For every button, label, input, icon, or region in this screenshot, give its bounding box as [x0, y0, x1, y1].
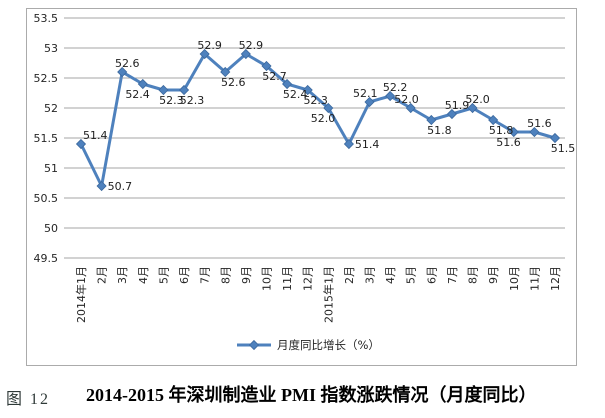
x-tick-label: 10月	[508, 266, 521, 291]
data-point-marker	[282, 78, 293, 90]
y-tick-label: 50	[44, 222, 58, 235]
data-point-marker	[240, 48, 251, 60]
x-tick-label: 5月	[157, 266, 170, 284]
x-tick-label: 11月	[281, 266, 294, 291]
data-point-marker	[137, 78, 148, 90]
data-point-label: 51.8	[489, 124, 514, 137]
y-tick-label: 52.5	[34, 72, 59, 85]
data-point-label: 52.9	[239, 39, 264, 52]
data-point-label: 51.8	[427, 124, 452, 137]
y-axis-labels: 53.5 53 52.5 52 51.5 51 50.5 50 49.5	[34, 12, 59, 265]
data-point-marker	[323, 102, 334, 114]
figure-caption: 图 12 2014-2015 年深圳制造业 PMI 指数涨跌情况（月度同比）	[0, 379, 605, 413]
data-point-marker	[96, 180, 107, 192]
gridlines	[64, 17, 565, 259]
data-point-marker	[385, 90, 396, 102]
data-point-label: 52.4	[283, 88, 308, 101]
x-tick-label: 2月	[343, 266, 356, 284]
data-point-marker	[405, 102, 416, 114]
data-labels: 51.450.752.652.4 52.352.352.952.652.952.7…	[83, 39, 575, 193]
data-point-marker	[488, 114, 499, 126]
x-tick-label: 9月	[487, 266, 500, 284]
x-tick-label: 3月	[364, 266, 377, 284]
y-tick-label: 50.5	[34, 192, 59, 205]
data-point-marker	[529, 126, 540, 138]
data-point-label: 52.3	[159, 94, 184, 107]
data-point-label: 52.0	[465, 93, 490, 106]
data-point-marker	[178, 84, 190, 96]
data-point-label: 51.4	[83, 129, 108, 142]
y-tick-label: 49.5	[34, 252, 59, 265]
data-point-marker	[261, 60, 272, 72]
x-tick-label: 11月	[528, 266, 541, 291]
y-tick-label: 51.5	[34, 132, 59, 145]
x-tick-label: 4月	[137, 266, 150, 284]
data-point-marker	[549, 132, 561, 144]
data-point-label: 52.6	[115, 57, 140, 70]
data-point-label: 52.2	[383, 81, 408, 94]
data-point-label: 51.9	[445, 99, 470, 112]
y-tick-label: 51	[44, 162, 58, 175]
x-axis-labels: 2014年1月 2月 3月 4月 5月 6月 7月 8月 9月 10月 11月 12月 2015年1月 2…	[74, 266, 562, 323]
x-tick-label: 8月	[219, 266, 232, 284]
x-tick-label: 2014年1月	[74, 266, 88, 323]
data-point-label: 52.0	[311, 112, 336, 125]
y-tick-label: 53	[44, 42, 58, 55]
x-tick-label: 10月	[260, 266, 273, 291]
markers	[75, 48, 561, 192]
figure-title: 2014-2015 年深圳制造业 PMI 指数涨跌情况（月度同比）	[86, 385, 537, 405]
x-tick-label: 6月	[178, 266, 191, 284]
data-point-label: 51.6	[496, 136, 521, 149]
data-point-label: 50.7	[108, 180, 133, 193]
data-point-marker	[508, 126, 519, 138]
figure-number: 图 12	[6, 391, 51, 408]
data-point-label: 51.4	[355, 138, 380, 151]
x-tick-label: 12月	[549, 266, 562, 291]
data-point-label: 52.7	[262, 70, 287, 83]
x-tick-label: 4月	[384, 266, 397, 284]
data-point-marker	[446, 108, 458, 120]
data-point-label: 52.4	[125, 88, 150, 101]
data-point-marker	[343, 138, 354, 150]
pmi-chart-frame: 53.5 53 52.5 52 51.5 51 50.5 50 49.5 2014年1月 2月 3月 4…	[26, 8, 577, 366]
pmi-line-chart: 53.5 53 52.5 52 51.5 51 50.5 50 49.5 2014年1月 2月 3月 4…	[34, 12, 576, 352]
y-tick-label: 52	[44, 102, 58, 115]
data-point-label: 52.3	[180, 94, 205, 107]
legend-marker-icon	[248, 339, 260, 351]
x-tick-label: 5月	[405, 266, 418, 284]
x-tick-label: 9月	[240, 266, 253, 284]
x-tick-label: 6月	[425, 266, 438, 284]
x-tick-label: 2015年1月	[321, 266, 335, 323]
x-tick-label: 7月	[199, 266, 212, 284]
data-point-label: 52.1	[353, 87, 378, 100]
data-point-label: 52.6	[221, 76, 246, 89]
data-point-marker	[199, 48, 210, 60]
x-tick-label: 2月	[96, 266, 109, 284]
data-point-marker	[364, 96, 375, 108]
legend-label: 月度同比增长（%）	[277, 338, 380, 352]
data-point-label: 52.0	[394, 93, 419, 106]
data-point-label: 52.3	[303, 94, 328, 107]
x-tick-label: 8月	[467, 266, 480, 284]
data-point-marker	[467, 102, 478, 114]
y-tick-label: 53.5	[34, 12, 59, 25]
data-point-marker	[426, 114, 437, 126]
legend: 月度同比增长（%）	[237, 338, 380, 352]
data-point-label: 51.6	[527, 117, 552, 130]
data-point-marker	[302, 84, 313, 96]
data-point-marker	[158, 84, 169, 96]
data-point-marker	[220, 66, 231, 78]
data-point-marker	[117, 66, 128, 78]
data-point-label: 52.9	[197, 39, 222, 52]
x-tick-label: 7月	[446, 266, 459, 284]
data-point-marker	[75, 138, 87, 150]
x-tick-label: 12月	[302, 266, 315, 291]
data-point-label: 51.5	[551, 142, 576, 155]
x-tick-label: 3月	[116, 266, 129, 284]
